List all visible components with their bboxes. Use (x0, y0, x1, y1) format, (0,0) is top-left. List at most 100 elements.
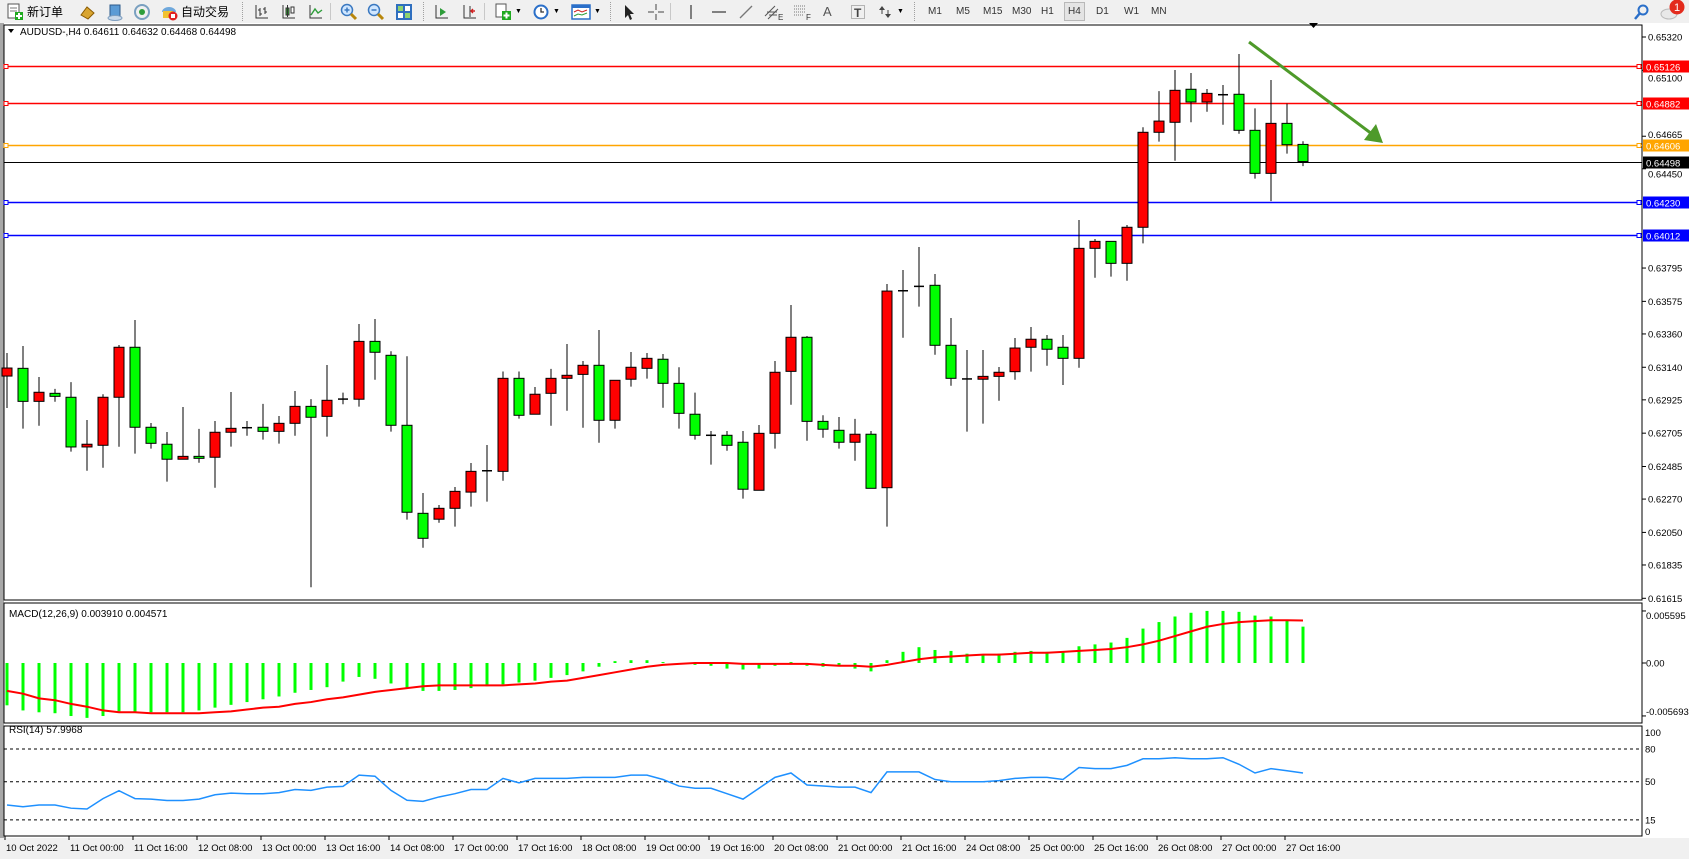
candle-body[interactable] (689, 413, 701, 436)
period-m5[interactable]: M5 (956, 6, 970, 17)
period-d1[interactable]: D1 (1096, 6, 1109, 17)
tile-windows-button[interactable] (395, 2, 413, 21)
candle-body[interactable] (385, 354, 397, 426)
candle-body[interactable] (1233, 93, 1245, 131)
candle-body[interactable] (657, 358, 669, 384)
indicators-button[interactable]: ▼ (494, 2, 522, 21)
vertical-line-button[interactable] (682, 2, 700, 21)
candle-body[interactable] (529, 393, 541, 415)
line-handle-right[interactable] (1636, 101, 1642, 106)
fibonacci-button[interactable]: F (792, 2, 812, 21)
period-m15[interactable]: M15 (983, 6, 1003, 17)
candle-body[interactable] (1057, 346, 1069, 359)
periods-button[interactable]: ▼ (532, 2, 560, 21)
candle-body[interactable] (513, 377, 525, 416)
candle-body[interactable] (33, 391, 45, 402)
candle-body[interactable] (625, 366, 637, 380)
candle-body[interactable] (977, 375, 989, 380)
zoom-in-button[interactable] (340, 2, 358, 21)
rsi-panel[interactable]: 100 80 50 150 (3, 725, 1661, 838)
candle-body[interactable] (1169, 89, 1181, 123)
main-price-panel[interactable]: 0.65320 0.65100 0.64665 0.64450 0.63795 0.635… (1, 24, 1689, 605)
period-h1[interactable]: H1 (1041, 6, 1054, 17)
cursor-button[interactable] (620, 2, 638, 21)
zoom-out-button[interactable] (367, 2, 385, 21)
candle-body[interactable] (113, 346, 125, 398)
chevron-down-icon[interactable]: ▼ (594, 8, 601, 15)
line-handle-left[interactable] (3, 233, 9, 238)
candle-body[interactable] (1265, 122, 1277, 174)
navigator-button[interactable] (133, 2, 151, 21)
candle-body[interactable] (721, 434, 733, 446)
candle-body[interactable] (497, 377, 509, 472)
candle-body[interactable] (849, 433, 861, 443)
notification-button[interactable]: 1 (1659, 0, 1687, 19)
candle-body[interactable] (1185, 88, 1197, 103)
candle-body[interactable] (369, 340, 381, 353)
candle-body[interactable] (833, 429, 845, 443)
candle-body[interactable] (1009, 347, 1021, 373)
candle-body[interactable] (737, 441, 749, 490)
new-order-button[interactable]: 新订单 (6, 2, 63, 21)
candle-body[interactable] (289, 405, 301, 424)
auto-scroll-button[interactable] (432, 2, 450, 21)
candle-body[interactable] (577, 364, 589, 375)
candle-body[interactable] (1105, 240, 1117, 264)
candle-body[interactable] (561, 374, 573, 379)
candle-body[interactable] (769, 371, 781, 434)
arrows-button[interactable]: ▼ (876, 2, 904, 21)
equidistant-channel-button[interactable]: E (764, 2, 784, 21)
period-mn[interactable]: MN (1151, 6, 1167, 17)
candle-body[interactable] (545, 377, 557, 394)
candle-body[interactable] (145, 426, 157, 444)
trendline-button[interactable] (737, 2, 755, 21)
data-window-button[interactable] (106, 2, 124, 21)
candle-body[interactable] (673, 382, 685, 414)
candle-body[interactable] (1041, 338, 1053, 350)
chart-window[interactable]: 0.65320 0.65100 0.64665 0.64450 0.63795 0.635… (0, 23, 1689, 859)
candle-body[interactable] (193, 455, 205, 459)
line-handle-right[interactable] (1636, 143, 1642, 148)
candle-body[interactable] (417, 512, 429, 539)
candle-body[interactable] (641, 357, 653, 369)
period-m1[interactable]: M1 (928, 6, 942, 17)
candle-body[interactable] (1089, 240, 1101, 249)
candle-body[interactable] (433, 507, 445, 520)
candle-body[interactable] (257, 426, 269, 432)
chart-menu-triangle-icon[interactable] (8, 29, 14, 33)
line-handle-left[interactable] (3, 143, 9, 148)
line-chart-button[interactable] (306, 2, 324, 21)
candle-body[interactable] (609, 379, 621, 421)
candle-body[interactable] (465, 470, 477, 493)
candle-body[interactable] (161, 443, 173, 460)
search-button[interactable] (1633, 2, 1651, 21)
candle-body[interactable] (785, 336, 797, 372)
candle-body[interactable] (273, 422, 285, 432)
candle-body[interactable] (81, 443, 93, 448)
chevron-down-icon[interactable]: ▼ (553, 8, 560, 15)
candle-body[interactable] (129, 346, 141, 428)
auto-trading-button[interactable]: 自动交易 (160, 2, 229, 21)
line-handle-right[interactable] (1636, 233, 1642, 238)
line-handle-left[interactable] (3, 64, 9, 69)
templates-button[interactable]: ▼ (571, 2, 601, 21)
macd-panel[interactable]: 0.005595 0.00 -0.005693 (3, 602, 1689, 724)
candle-body[interactable] (65, 396, 77, 448)
candlestick-button[interactable] (279, 2, 297, 21)
chart-shift-marker-icon[interactable] (1309, 23, 1318, 28)
bar-chart-button[interactable] (252, 2, 270, 21)
candle-body[interactable] (817, 420, 829, 430)
candle-body[interactable] (401, 424, 413, 513)
candle-body[interactable] (97, 396, 109, 446)
candle-body[interactable] (753, 432, 765, 491)
candle-body[interactable] (929, 284, 941, 346)
line-handle-left[interactable] (3, 200, 9, 205)
candle-body[interactable] (865, 433, 877, 489)
period-m30[interactable]: M30 (1012, 6, 1032, 17)
chevron-down-icon[interactable]: ▼ (897, 8, 904, 15)
candle-body[interactable] (1201, 92, 1213, 103)
candle-body[interactable] (225, 427, 237, 433)
candle-body[interactable] (209, 431, 221, 458)
candle-body[interactable] (1025, 338, 1037, 348)
trend-arrow-line[interactable] (1248, 40, 1373, 136)
